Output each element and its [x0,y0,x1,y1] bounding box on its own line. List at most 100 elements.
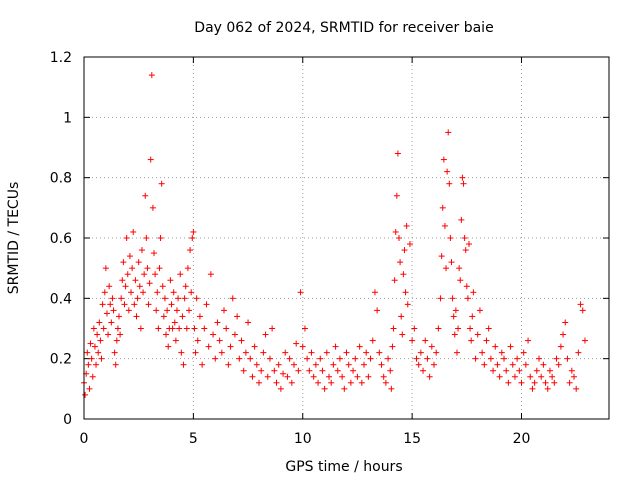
data-point [533,367,540,374]
data-point [136,283,143,290]
data-point [199,361,206,368]
data-point [203,301,210,308]
data-point [142,192,149,199]
data-point [183,325,190,332]
data-point [223,325,230,332]
y-tick-label: 0 [63,412,72,428]
data-point [435,325,442,332]
data-point [472,355,479,362]
data-point [498,349,505,356]
data-point [130,228,137,235]
data-point [571,373,577,380]
data-point [164,307,171,314]
data-point [277,385,284,392]
data-point [295,367,302,374]
data-point [221,307,227,314]
data-point [128,289,135,296]
data-point [562,319,569,326]
data-point [514,355,521,362]
data-point [391,277,398,284]
data-point [182,283,189,290]
data-point [293,340,300,347]
data-point [151,250,157,257]
data-point [358,379,365,386]
data-point [462,247,469,254]
data-point [94,331,101,338]
data-point [551,379,558,386]
data-point [89,373,96,380]
data-point [154,289,161,296]
data-point [460,180,467,187]
data-points [81,72,588,398]
data-point [367,355,374,362]
data-point [282,349,289,356]
data-point [390,325,397,332]
data-point [181,295,188,302]
data-point [321,385,328,392]
data-point [266,355,273,362]
data-point [286,355,293,362]
data-point [227,343,234,350]
data-point [474,331,481,338]
data-point [428,343,435,350]
data-point [479,349,486,356]
data-point [172,337,179,344]
data-point [165,343,172,350]
data-point [505,379,512,386]
data-point [365,373,372,380]
data-point [409,337,416,344]
data-point [131,301,138,308]
data-point [141,271,148,278]
y-axis-label: SRMTID / TECUs [6,182,22,295]
data-point [84,349,91,356]
data-point [387,367,394,374]
data-point [148,72,155,79]
data-point [371,289,378,296]
data-point [177,271,184,278]
data-point [118,295,125,302]
data-point [445,129,452,136]
x-tick-label: 15 [403,431,421,447]
data-point [447,235,454,241]
data-point [304,355,311,362]
data-point [376,349,383,356]
data-point [394,150,401,157]
data-point [216,337,223,344]
data-point [196,313,203,320]
data-point [184,265,191,272]
data-point [452,307,459,314]
data-point [439,204,446,211]
data-point [461,235,468,241]
data-point [557,343,564,350]
data-point [457,277,464,284]
data-point [280,370,287,377]
data-point [297,289,304,296]
data-point [400,271,407,278]
y-tick-label: 0.4 [50,291,72,307]
data-point [330,361,337,368]
data-point [490,367,497,374]
data-point [105,331,112,338]
data-point [341,385,348,392]
data-point [529,385,536,392]
data-point [275,361,282,368]
x-tick-label: 0 [80,431,89,447]
data-point [380,373,387,380]
data-point [158,180,165,187]
data-point [88,355,95,362]
data-point [170,289,177,296]
data-point [555,361,562,368]
data-point [546,367,553,374]
data-point [323,349,330,356]
data-point [347,379,354,386]
data-point [466,241,472,248]
data-point [420,367,427,374]
data-point [398,313,405,320]
data-point [119,277,126,284]
data-point [245,319,252,326]
data-point [91,343,98,350]
data-point [449,295,456,302]
data-point [125,307,132,314]
data-point [411,325,418,332]
data-point [171,319,178,326]
